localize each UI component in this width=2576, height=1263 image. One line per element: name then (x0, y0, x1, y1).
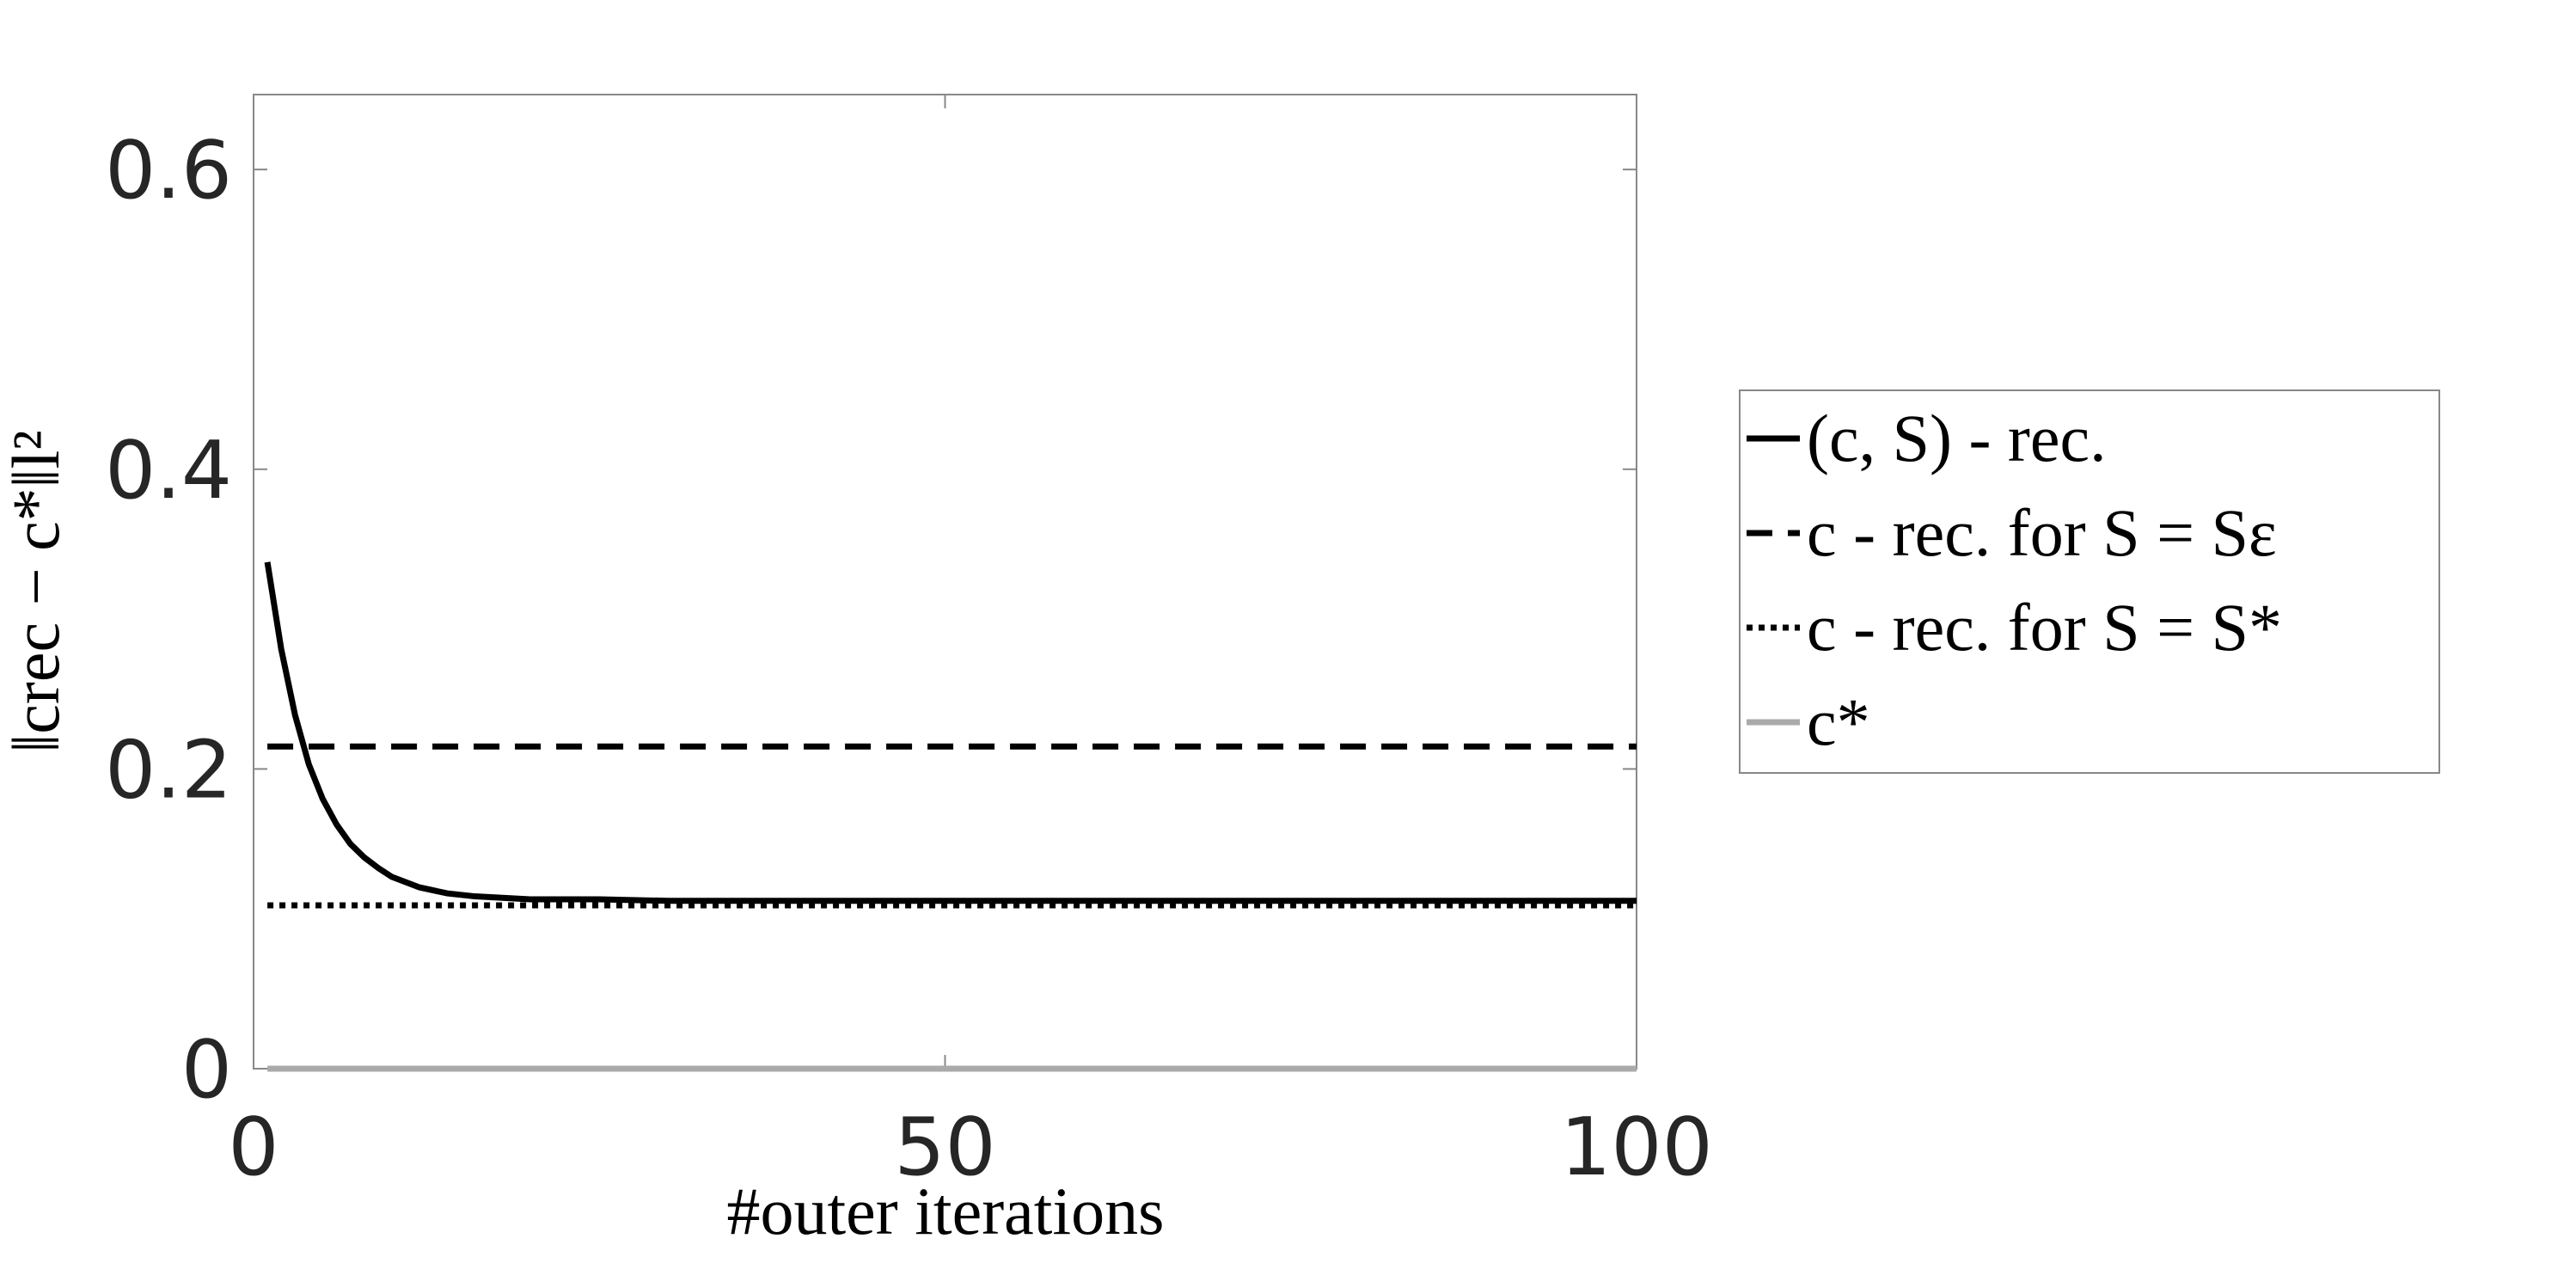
y-tick-label: 0 (181, 1023, 232, 1116)
y-tick-label: 0.6 (105, 124, 232, 217)
legend-label: c - rec. for S = Sε (1807, 495, 2277, 570)
y-axis-label: ‖crec − c*‖l² (0, 430, 73, 752)
x-axis-label: #outer iterations (726, 1174, 1164, 1248)
x-tick-label: 0 (228, 1101, 278, 1193)
legend-label: c - rec. for S = S* (1807, 590, 2282, 665)
y-tick-label: 0.2 (105, 723, 232, 816)
legend-box (1739, 389, 2440, 774)
legend-label: (c, S) - rec. (1807, 401, 2107, 475)
legend-label: c* (1807, 684, 1870, 759)
y-tick-label: 0.4 (105, 424, 232, 517)
x-tick-label: 50 (894, 1101, 995, 1193)
x-tick-label: 100 (1560, 1101, 1713, 1193)
line (264, 561, 1637, 904)
